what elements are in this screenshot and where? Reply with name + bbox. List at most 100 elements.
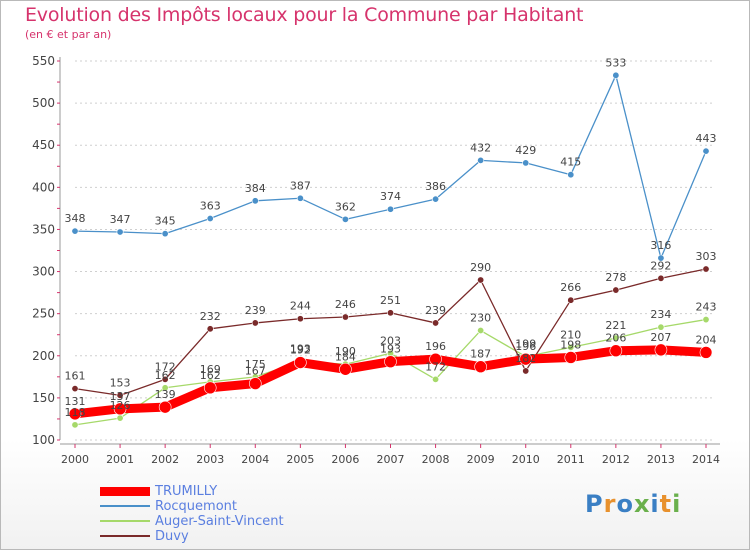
data-point xyxy=(702,316,710,324)
data-point xyxy=(522,159,530,167)
legend-swatch xyxy=(100,535,150,537)
data-label: 169 xyxy=(200,363,221,376)
data-point xyxy=(296,194,304,202)
data-point xyxy=(116,414,124,422)
data-point xyxy=(477,276,485,284)
data-point xyxy=(158,400,172,414)
data-point xyxy=(71,227,79,235)
data-label: 161 xyxy=(65,370,86,383)
data-label: 207 xyxy=(650,331,671,344)
legend-label: Auger-Saint-Vincent xyxy=(155,514,284,529)
data-label: 443 xyxy=(696,132,717,145)
data-label: 429 xyxy=(515,144,536,157)
data-label: 362 xyxy=(335,200,356,213)
chart-subtitle: (en € et par an) xyxy=(25,28,112,41)
data-label: 153 xyxy=(110,376,131,389)
legend-swatch xyxy=(100,520,150,522)
data-point xyxy=(612,286,620,294)
data-point xyxy=(522,367,530,375)
data-point xyxy=(251,319,259,327)
x-tick-label: 2010 xyxy=(512,453,540,466)
data-point xyxy=(341,215,349,223)
data-label: 193 xyxy=(290,343,311,356)
data-label: 162 xyxy=(155,369,176,382)
data-point xyxy=(71,421,79,429)
data-point xyxy=(296,315,304,323)
data-point xyxy=(116,391,124,399)
legend-swatch xyxy=(100,487,150,496)
x-tick-label: 2003 xyxy=(196,453,224,466)
data-label: 386 xyxy=(425,180,446,193)
data-point xyxy=(429,352,442,366)
data-label: 204 xyxy=(696,333,717,346)
data-point xyxy=(161,230,169,238)
data-point xyxy=(113,402,127,416)
data-point xyxy=(477,156,485,164)
data-label: 387 xyxy=(290,179,311,192)
data-point xyxy=(432,319,440,327)
data-label: 210 xyxy=(560,328,581,341)
data-point xyxy=(432,195,440,203)
data-point xyxy=(206,325,214,333)
data-point xyxy=(567,343,575,351)
data-point xyxy=(609,344,623,358)
data-label: 251 xyxy=(380,294,401,307)
data-point xyxy=(386,205,394,213)
legend-item: Rocquemont xyxy=(100,499,360,514)
data-label: 303 xyxy=(696,250,717,263)
data-point xyxy=(116,228,124,236)
data-point xyxy=(161,384,169,392)
data-label: 137 xyxy=(110,390,131,403)
data-label: 278 xyxy=(605,271,626,284)
data-label: 172 xyxy=(425,360,446,373)
data-point xyxy=(702,265,710,273)
data-label: 187 xyxy=(470,348,491,361)
data-label: 175 xyxy=(245,358,266,371)
data-label: 316 xyxy=(650,239,671,252)
data-point xyxy=(161,375,169,383)
data-label: 246 xyxy=(335,298,356,311)
data-point xyxy=(519,352,533,366)
data-point xyxy=(702,147,710,155)
data-point xyxy=(68,407,82,421)
legend-item: Duvy xyxy=(100,529,360,544)
data-label: 432 xyxy=(470,141,491,154)
data-label: 244 xyxy=(290,300,311,313)
data-label: 203 xyxy=(380,334,401,347)
y-tick-label: 100 xyxy=(32,433,55,447)
data-point xyxy=(474,360,487,374)
x-tick-label: 2006 xyxy=(331,453,359,466)
data-label: 139 xyxy=(155,388,176,401)
data-label: 131 xyxy=(65,395,86,408)
legend-label: Rocquemont xyxy=(155,499,237,514)
data-point xyxy=(251,197,259,205)
data-point xyxy=(294,356,307,369)
x-tick-label: 2007 xyxy=(377,453,405,466)
data-point xyxy=(657,274,665,282)
y-tick-label: 250 xyxy=(32,307,55,321)
y-tick-label: 450 xyxy=(32,138,55,152)
data-label: 234 xyxy=(650,308,671,321)
data-label: 533 xyxy=(605,56,626,69)
chart-legend: TRUMILLY Rocquemont Auger-Saint-Vincent … xyxy=(100,484,360,544)
data-point xyxy=(657,254,665,262)
data-label: 243 xyxy=(696,301,717,314)
x-tick-label: 2001 xyxy=(106,453,134,466)
data-point xyxy=(341,313,349,321)
x-tick-label: 2008 xyxy=(422,453,450,466)
data-point xyxy=(339,362,352,376)
x-tick-label: 2009 xyxy=(467,453,495,466)
data-label: 172 xyxy=(155,360,176,373)
legend-label: Duvy xyxy=(155,529,189,544)
data-label: 162 xyxy=(200,369,221,382)
y-tick-label: 150 xyxy=(32,391,55,405)
data-point xyxy=(248,377,262,390)
x-tick-label: 2004 xyxy=(241,453,269,466)
data-point xyxy=(386,309,394,317)
data-label: 190 xyxy=(335,345,356,358)
data-point xyxy=(567,296,575,304)
data-label: 206 xyxy=(605,332,626,345)
proxiti-logo: Proxiti xyxy=(585,490,682,518)
data-label: 239 xyxy=(425,304,446,317)
